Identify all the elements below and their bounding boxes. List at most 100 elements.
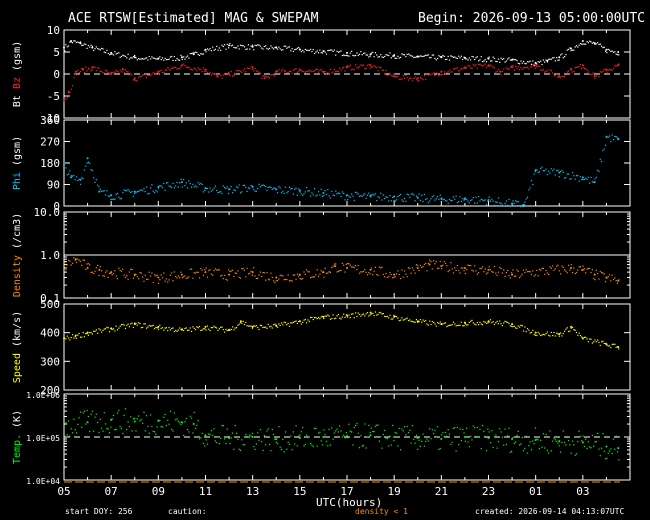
point-bz xyxy=(347,65,349,67)
point-speed xyxy=(413,321,415,323)
point-temp xyxy=(389,435,391,437)
point-phi xyxy=(392,196,394,199)
point-bz xyxy=(436,73,439,75)
point-density xyxy=(403,270,406,272)
ytick-label-density: 1.0 xyxy=(40,249,60,262)
point-bz xyxy=(79,71,82,73)
point-speed xyxy=(286,324,288,326)
point-bt xyxy=(247,44,250,46)
point-density xyxy=(272,280,275,282)
point-temp xyxy=(347,437,349,439)
point-phi xyxy=(160,185,162,187)
point-phi xyxy=(181,186,183,188)
point-bt xyxy=(504,61,506,63)
point-phi xyxy=(204,189,206,191)
datapoint-temp xyxy=(228,436,231,439)
point-bz xyxy=(468,65,470,67)
point-density xyxy=(503,269,505,271)
point-bt xyxy=(325,53,328,55)
point-density xyxy=(435,261,437,263)
point-speed xyxy=(468,321,470,324)
point-density xyxy=(90,271,92,274)
point-bz xyxy=(307,70,309,72)
point-phi xyxy=(577,175,579,177)
datapoint-mag xyxy=(110,73,113,75)
point-bz xyxy=(467,65,469,67)
point-temp xyxy=(447,429,449,431)
point-bz xyxy=(122,67,124,70)
point-phi xyxy=(329,197,332,199)
point-density xyxy=(81,264,83,267)
datapoint-mag xyxy=(157,57,160,60)
point-density xyxy=(500,267,502,270)
point-bt xyxy=(140,58,142,60)
point-phi xyxy=(423,193,425,196)
point-temp xyxy=(183,434,185,437)
point-phi xyxy=(341,191,343,193)
point-speed xyxy=(85,333,87,335)
point-bt xyxy=(255,44,257,47)
point-speed xyxy=(337,313,339,316)
point-bz xyxy=(470,67,472,69)
point-speed xyxy=(139,323,141,325)
point-phi xyxy=(189,183,191,185)
point-bz xyxy=(180,66,182,68)
point-bt xyxy=(139,58,141,60)
point-phi xyxy=(382,194,384,196)
point-bz xyxy=(295,68,297,70)
point-temp xyxy=(487,428,489,430)
point-phi xyxy=(434,199,436,201)
point-bz xyxy=(156,72,158,74)
point-speed xyxy=(90,332,92,334)
point-density xyxy=(274,282,276,284)
point-density xyxy=(270,272,272,274)
point-temp xyxy=(67,420,70,422)
point-speed xyxy=(614,343,616,345)
point-speed xyxy=(288,325,291,327)
point-temp xyxy=(193,411,195,413)
point-phi xyxy=(378,197,381,199)
point-bz xyxy=(70,88,72,90)
point-phi xyxy=(193,186,195,188)
point-bt xyxy=(81,44,83,47)
point-phi xyxy=(365,197,367,199)
point-bz xyxy=(339,67,341,69)
point-bz xyxy=(131,74,133,76)
point-phi xyxy=(466,198,468,201)
point-speed xyxy=(361,314,363,316)
point-bz xyxy=(608,68,611,71)
point-temp xyxy=(112,414,115,417)
point-temp xyxy=(201,432,203,434)
point-bt xyxy=(452,56,455,58)
point-speed xyxy=(589,338,591,340)
point-bt xyxy=(443,55,445,58)
point-phi xyxy=(497,197,500,199)
point-temp xyxy=(331,427,333,429)
point-temp xyxy=(541,446,543,448)
point-bz xyxy=(581,68,583,70)
point-bz xyxy=(143,74,145,76)
point-temp xyxy=(103,412,105,414)
point-phi xyxy=(71,175,74,177)
point-speed xyxy=(448,324,451,326)
point-phi xyxy=(376,199,378,202)
point-bz xyxy=(489,64,492,66)
datapoint-phi xyxy=(369,195,372,198)
point-bt xyxy=(183,56,185,58)
point-temp xyxy=(336,428,338,430)
point-temp xyxy=(567,439,570,442)
point-temp xyxy=(362,445,365,447)
datapoint-mag xyxy=(216,75,219,78)
point-speed xyxy=(377,313,379,315)
point-density xyxy=(187,277,189,279)
point-phi xyxy=(610,140,612,143)
point-bt xyxy=(217,49,219,51)
point-bz xyxy=(341,67,343,69)
point-speed xyxy=(70,336,72,339)
point-bz xyxy=(586,69,588,71)
point-temp xyxy=(274,438,276,440)
point-temp xyxy=(263,435,265,437)
point-temp xyxy=(196,424,198,427)
point-bz xyxy=(116,70,119,73)
datapoint-temp xyxy=(180,421,183,424)
